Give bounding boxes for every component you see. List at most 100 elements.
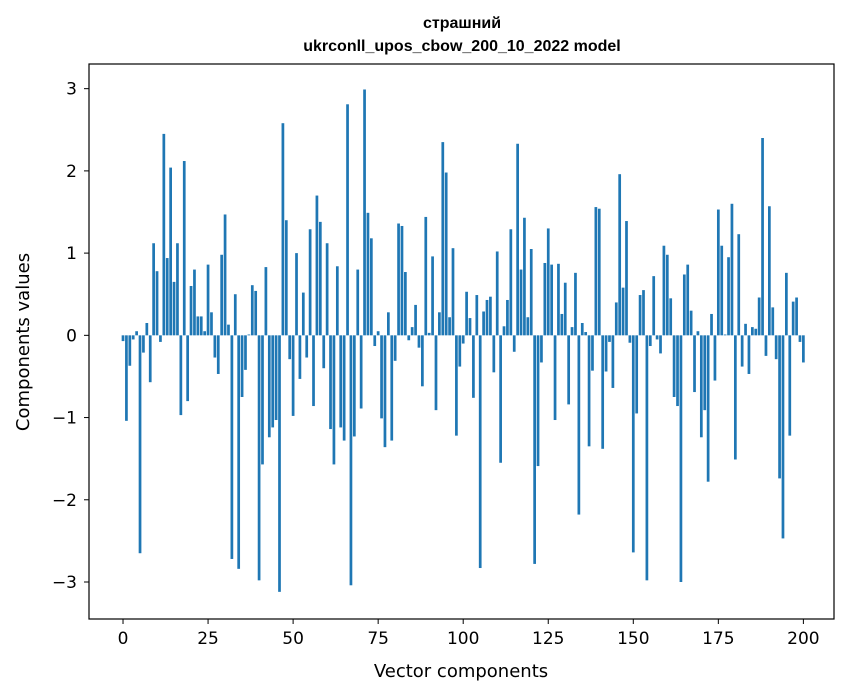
x-tick-label-25: 25 bbox=[197, 629, 219, 649]
bar-75 bbox=[376, 331, 380, 336]
bar-178 bbox=[727, 257, 730, 336]
bar-34 bbox=[237, 335, 241, 569]
bar-185 bbox=[751, 327, 754, 336]
chart-title-line-1: страшний bbox=[423, 15, 501, 32]
bar-186 bbox=[754, 328, 758, 336]
bar-38 bbox=[250, 285, 254, 336]
bar-153 bbox=[642, 290, 645, 336]
bar-54 bbox=[305, 335, 309, 358]
plot-frame bbox=[88, 63, 835, 620]
bar-29 bbox=[220, 254, 224, 336]
x-tick-label-125: 125 bbox=[532, 629, 564, 649]
bar-174 bbox=[713, 335, 717, 381]
bar-106 bbox=[482, 311, 485, 336]
bar-155 bbox=[648, 335, 652, 347]
bar-65 bbox=[342, 335, 346, 441]
bar-144 bbox=[611, 335, 615, 388]
bar-173 bbox=[710, 313, 713, 336]
y-tick-label-2: 1 bbox=[66, 244, 77, 264]
bar-59 bbox=[322, 335, 326, 369]
bar-167 bbox=[689, 310, 693, 336]
bar-88 bbox=[421, 335, 424, 387]
bar-110 bbox=[495, 251, 499, 336]
bar-116 bbox=[516, 143, 519, 336]
bar-82 bbox=[400, 225, 404, 336]
bar-74 bbox=[373, 335, 377, 347]
bar-27 bbox=[213, 335, 217, 358]
bar-5 bbox=[138, 335, 142, 554]
bar-181 bbox=[737, 234, 741, 336]
bar-42 bbox=[264, 267, 268, 336]
bar-0 bbox=[121, 335, 125, 342]
bar-72 bbox=[366, 212, 370, 336]
bar-109 bbox=[492, 335, 496, 373]
bar-26 bbox=[210, 312, 213, 336]
bar-55 bbox=[308, 229, 312, 336]
bar-180 bbox=[733, 335, 737, 460]
bar-87 bbox=[417, 335, 421, 348]
bar-197 bbox=[791, 301, 795, 336]
bar-53 bbox=[301, 292, 305, 336]
bar-24 bbox=[203, 331, 207, 336]
bar-125 bbox=[546, 228, 550, 336]
bar-23 bbox=[199, 316, 203, 336]
bar-69 bbox=[356, 269, 360, 336]
bar-104 bbox=[475, 295, 479, 336]
bar-63 bbox=[335, 266, 339, 336]
bar-170 bbox=[699, 335, 703, 438]
bar-143 bbox=[608, 335, 611, 342]
bar-103 bbox=[472, 335, 475, 398]
bar-105 bbox=[478, 335, 482, 569]
bar-58 bbox=[318, 221, 322, 336]
bar-51 bbox=[295, 253, 298, 336]
bar-172 bbox=[706, 335, 710, 482]
bar-119 bbox=[526, 317, 530, 336]
bar-41 bbox=[261, 335, 264, 465]
bar-96 bbox=[448, 317, 451, 336]
bar-158 bbox=[659, 335, 662, 354]
bar-124 bbox=[543, 262, 547, 336]
bar-129 bbox=[560, 313, 564, 336]
bar-73 bbox=[369, 238, 373, 336]
bar-25 bbox=[206, 264, 210, 336]
bar-62 bbox=[332, 335, 336, 465]
bar-194 bbox=[781, 335, 785, 539]
x-tick-label-50: 50 bbox=[282, 629, 304, 649]
bar-122 bbox=[536, 335, 540, 467]
bar-20 bbox=[189, 286, 193, 336]
bar-146 bbox=[618, 174, 622, 336]
bar-137 bbox=[587, 335, 591, 447]
x-tick-label-75: 75 bbox=[367, 629, 389, 649]
bar-164 bbox=[679, 335, 683, 582]
bar-18 bbox=[182, 161, 186, 336]
bar-182 bbox=[740, 335, 744, 367]
bar-111 bbox=[499, 335, 502, 463]
bar-160 bbox=[665, 254, 669, 336]
bar-141 bbox=[601, 335, 605, 449]
bar-94 bbox=[441, 142, 445, 336]
x-tick-label-0: 0 bbox=[118, 629, 129, 649]
bar-9 bbox=[152, 243, 155, 336]
x-axis-ticks: 0 25 50 75 100 125 150 175 200 bbox=[118, 619, 820, 649]
bar-7 bbox=[145, 323, 149, 336]
bar-132 bbox=[570, 327, 574, 336]
bar-184 bbox=[747, 335, 751, 374]
bar-78 bbox=[387, 312, 390, 336]
bar-67 bbox=[349, 335, 353, 586]
bar-128 bbox=[557, 263, 560, 336]
bar-28 bbox=[216, 335, 220, 374]
bar-83 bbox=[404, 272, 407, 336]
bar-112 bbox=[502, 326, 506, 336]
bar-159 bbox=[662, 245, 666, 336]
bar-195 bbox=[785, 272, 788, 336]
y-tick-label-3: 0 bbox=[66, 326, 77, 346]
bar-57 bbox=[315, 195, 319, 336]
bar-169 bbox=[696, 331, 700, 336]
x-axis-label: Vector components bbox=[374, 661, 548, 682]
bar-168 bbox=[693, 335, 696, 393]
bar-131 bbox=[567, 335, 571, 405]
y-axis-ticks: 3 2 1 0 −1 −2 −3 bbox=[52, 80, 89, 593]
bar-117 bbox=[519, 269, 523, 336]
y-tick-label-1: 2 bbox=[66, 162, 77, 182]
